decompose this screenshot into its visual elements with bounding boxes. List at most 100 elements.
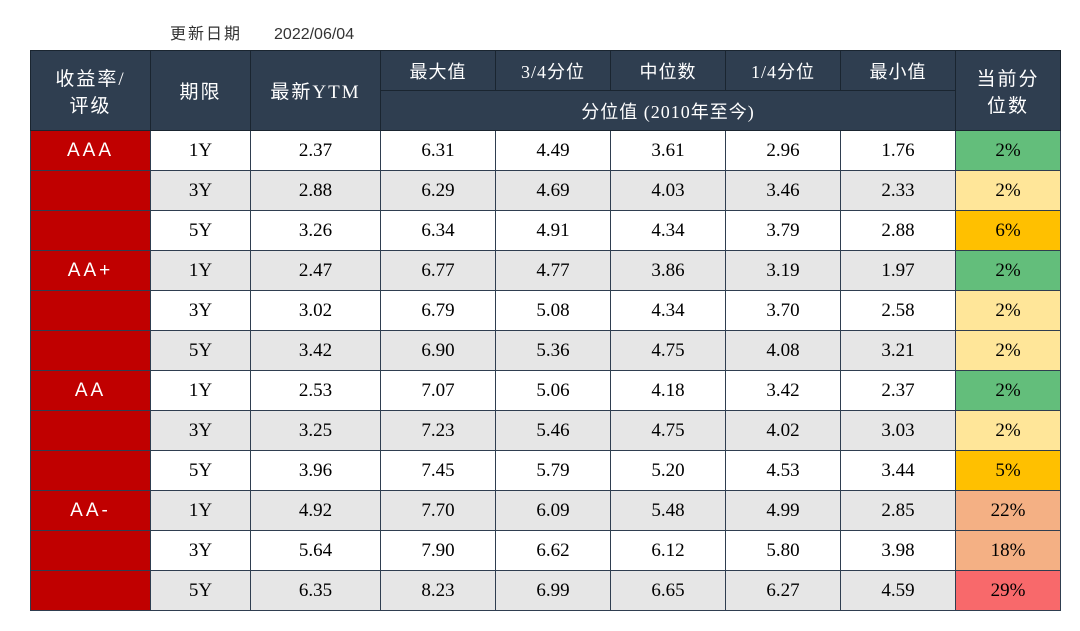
rating-cell xyxy=(31,331,151,371)
rating-cell xyxy=(31,571,151,611)
table-row: AAA1Y2.376.314.493.612.961.762% xyxy=(31,131,1061,171)
q3-cell: 5.08 xyxy=(496,291,611,331)
max-cell: 6.79 xyxy=(381,291,496,331)
max-cell: 6.34 xyxy=(381,211,496,251)
hdr-pct: 当前分 位数 xyxy=(956,51,1061,131)
min-cell: 2.33 xyxy=(841,171,956,211)
rating-cell xyxy=(31,451,151,491)
term-cell: 5Y xyxy=(151,571,251,611)
q1-cell: 4.99 xyxy=(726,491,841,531)
median-cell: 4.75 xyxy=(611,411,726,451)
hdr-quantile-range: 分位值 (2010年至今) xyxy=(381,91,956,131)
pct-cell: 2% xyxy=(956,411,1061,451)
min-cell: 2.85 xyxy=(841,491,956,531)
q1-cell: 5.80 xyxy=(726,531,841,571)
min-cell: 3.44 xyxy=(841,451,956,491)
term-cell: 3Y xyxy=(151,411,251,451)
max-cell: 6.77 xyxy=(381,251,496,291)
q3-cell: 4.49 xyxy=(496,131,611,171)
q3-cell: 4.91 xyxy=(496,211,611,251)
term-cell: 1Y xyxy=(151,371,251,411)
hdr-rating: 收益率/ 评级 xyxy=(31,51,151,131)
rating-cell xyxy=(31,531,151,571)
rating-cell xyxy=(31,171,151,211)
rating-cell xyxy=(31,211,151,251)
q1-cell: 2.96 xyxy=(726,131,841,171)
hdr-q1: 1/4分位 xyxy=(726,51,841,91)
min-cell: 2.37 xyxy=(841,371,956,411)
hdr-min: 最小值 xyxy=(841,51,956,91)
update-date-line: 更新日期 2022/06/04 xyxy=(170,20,1050,44)
update-label: 更新日期 xyxy=(170,26,242,43)
q1-cell: 3.42 xyxy=(726,371,841,411)
max-cell: 7.07 xyxy=(381,371,496,411)
term-cell: 1Y xyxy=(151,131,251,171)
min-cell: 3.98 xyxy=(841,531,956,571)
pct-cell: 2% xyxy=(956,371,1061,411)
ytm-cell: 2.53 xyxy=(251,371,381,411)
update-date: 2022/06/04 xyxy=(274,26,354,43)
term-cell: 1Y xyxy=(151,491,251,531)
median-cell: 5.20 xyxy=(611,451,726,491)
rating-cell xyxy=(31,291,151,331)
hdr-term: 期限 xyxy=(151,51,251,131)
ytm-cell: 5.64 xyxy=(251,531,381,571)
q1-cell: 4.08 xyxy=(726,331,841,371)
q1-cell: 4.53 xyxy=(726,451,841,491)
q3-cell: 4.77 xyxy=(496,251,611,291)
pct-cell: 29% xyxy=(956,571,1061,611)
q1-cell: 4.02 xyxy=(726,411,841,451)
q3-cell: 5.06 xyxy=(496,371,611,411)
table-row: 3Y3.257.235.464.754.023.032% xyxy=(31,411,1061,451)
min-cell: 3.21 xyxy=(841,331,956,371)
table-row: 5Y3.967.455.795.204.533.445% xyxy=(31,451,1061,491)
yield-table: 收益率/ 评级 期限 最新YTM 最大值 3/4分位 中位数 1/4分位 最小值… xyxy=(30,50,1061,611)
q3-cell: 6.09 xyxy=(496,491,611,531)
table-row: 3Y3.026.795.084.343.702.582% xyxy=(31,291,1061,331)
ytm-cell: 6.35 xyxy=(251,571,381,611)
pct-cell: 2% xyxy=(956,171,1061,211)
min-cell: 3.03 xyxy=(841,411,956,451)
table-row: 5Y3.266.344.914.343.792.886% xyxy=(31,211,1061,251)
q1-cell: 6.27 xyxy=(726,571,841,611)
ytm-cell: 3.02 xyxy=(251,291,381,331)
pct-cell: 22% xyxy=(956,491,1061,531)
term-cell: 1Y xyxy=(151,251,251,291)
ytm-cell: 2.88 xyxy=(251,171,381,211)
rating-cell: AA- xyxy=(31,491,151,531)
q3-cell: 6.99 xyxy=(496,571,611,611)
ytm-cell: 2.47 xyxy=(251,251,381,291)
max-cell: 7.45 xyxy=(381,451,496,491)
table-row: 5Y6.358.236.996.656.274.5929% xyxy=(31,571,1061,611)
pct-cell: 6% xyxy=(956,211,1061,251)
median-cell: 6.65 xyxy=(611,571,726,611)
q3-cell: 5.79 xyxy=(496,451,611,491)
pct-cell: 2% xyxy=(956,251,1061,291)
hdr-median: 中位数 xyxy=(611,51,726,91)
ytm-cell: 2.37 xyxy=(251,131,381,171)
median-cell: 4.75 xyxy=(611,331,726,371)
q3-cell: 5.46 xyxy=(496,411,611,451)
q3-cell: 4.69 xyxy=(496,171,611,211)
ytm-cell: 4.92 xyxy=(251,491,381,531)
pct-cell: 5% xyxy=(956,451,1061,491)
table-row: 5Y3.426.905.364.754.083.212% xyxy=(31,331,1061,371)
min-cell: 1.97 xyxy=(841,251,956,291)
term-cell: 5Y xyxy=(151,211,251,251)
q1-cell: 3.79 xyxy=(726,211,841,251)
min-cell: 1.76 xyxy=(841,131,956,171)
min-cell: 4.59 xyxy=(841,571,956,611)
median-cell: 3.61 xyxy=(611,131,726,171)
max-cell: 6.90 xyxy=(381,331,496,371)
term-cell: 3Y xyxy=(151,531,251,571)
rating-cell: AA xyxy=(31,371,151,411)
pct-cell: 18% xyxy=(956,531,1061,571)
median-cell: 4.34 xyxy=(611,291,726,331)
median-cell: 6.12 xyxy=(611,531,726,571)
ytm-cell: 3.42 xyxy=(251,331,381,371)
table-row: AA1Y2.537.075.064.183.422.372% xyxy=(31,371,1061,411)
rating-cell: AA+ xyxy=(31,251,151,291)
table-header: 收益率/ 评级 期限 最新YTM 最大值 3/4分位 中位数 1/4分位 最小值… xyxy=(31,51,1061,131)
median-cell: 5.48 xyxy=(611,491,726,531)
median-cell: 4.18 xyxy=(611,371,726,411)
